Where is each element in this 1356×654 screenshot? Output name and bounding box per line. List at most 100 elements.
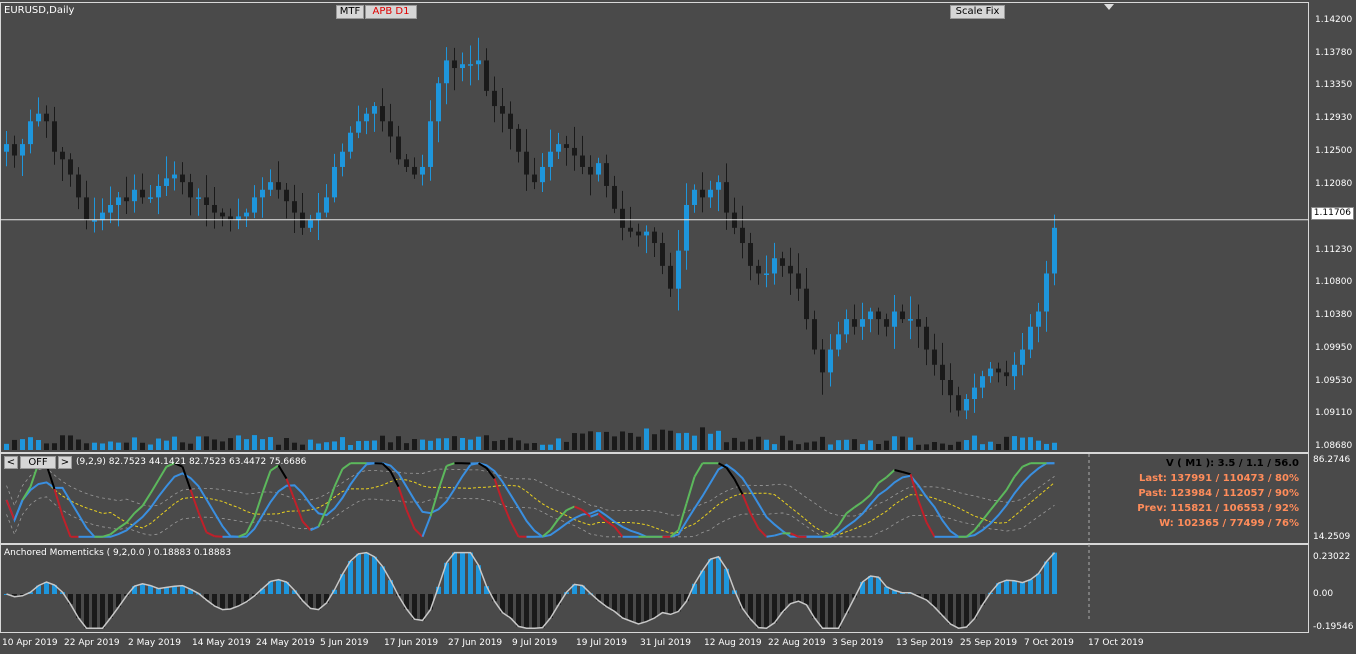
osc-band-lower xyxy=(6,496,1055,538)
candle-body xyxy=(108,204,113,213)
volume-bar xyxy=(724,442,729,450)
oscillator-pane[interactable] xyxy=(0,453,1309,544)
osc-fast-segment xyxy=(389,470,400,488)
momentick-bar xyxy=(916,594,921,597)
volume-bar xyxy=(964,440,969,450)
date-tick: 10 Apr 2019 xyxy=(2,638,58,648)
osc-fast-segment xyxy=(989,499,1000,511)
volume-bar xyxy=(1012,436,1017,450)
chart-shift-marker-icon[interactable] xyxy=(1104,4,1114,10)
volume-bar xyxy=(212,439,217,450)
stats-past-line: Past: 123984 / 112057 / 90% xyxy=(1138,488,1299,499)
candle-body xyxy=(740,227,745,244)
osc-fast-segment xyxy=(574,505,583,511)
momentick-bar xyxy=(852,594,857,598)
candle-body xyxy=(492,90,497,107)
momentick-bar xyxy=(220,594,225,610)
candle-body xyxy=(252,197,257,213)
candle-body xyxy=(668,265,673,289)
volume-bar xyxy=(396,436,401,450)
momentick-bar xyxy=(12,594,17,597)
momentick-bar xyxy=(764,594,769,629)
volume-bar xyxy=(572,433,577,450)
volume-bar xyxy=(996,443,1001,450)
candle-body xyxy=(60,151,65,160)
osc-fast-segment xyxy=(501,501,512,522)
osc-fast-segment xyxy=(61,515,72,538)
osc-fast-segment xyxy=(885,469,896,479)
momentick-bar xyxy=(716,556,721,594)
candle-body xyxy=(604,163,609,186)
candle-body xyxy=(468,64,473,66)
candle-body xyxy=(956,395,961,411)
date-tick: 14 May 2019 xyxy=(192,638,251,648)
candle-body xyxy=(340,151,345,167)
osc-next-button[interactable]: > xyxy=(58,456,72,469)
osc-off-button[interactable]: OFF xyxy=(20,456,56,469)
momentick-bar xyxy=(236,594,241,606)
apb-d1-button[interactable]: APB D1 xyxy=(365,5,417,19)
momentick-bar xyxy=(484,586,489,594)
candle-body xyxy=(940,364,945,380)
price-tick: 1.09950 xyxy=(1315,343,1353,353)
volume-bar xyxy=(812,441,817,450)
volume-bar xyxy=(412,438,417,450)
osc-prev-button[interactable]: < xyxy=(4,456,18,469)
volume-bar xyxy=(980,444,985,450)
candle-body xyxy=(356,121,361,133)
candle-body xyxy=(172,174,177,179)
volume-bar xyxy=(868,440,873,450)
candle-body xyxy=(636,231,641,236)
osc-fast-segment xyxy=(269,464,280,472)
candle-body xyxy=(324,197,329,213)
volume-bar xyxy=(388,442,393,450)
osc-fast-segment xyxy=(693,462,704,478)
osc-slow-line xyxy=(5,462,1055,538)
volume-bar xyxy=(220,441,225,450)
price-chart-pane[interactable] xyxy=(0,2,1309,453)
volume-bar xyxy=(740,441,745,450)
candle-body xyxy=(364,113,369,122)
volume-bar xyxy=(100,443,105,450)
osc-fast-segment xyxy=(285,478,296,501)
osc-fast-segment xyxy=(669,529,680,538)
osc-fast-segment xyxy=(877,476,888,484)
osc-fast-segment xyxy=(685,476,696,504)
osc-fast-segment xyxy=(733,478,744,495)
momentick-bar xyxy=(428,594,433,610)
candle-body xyxy=(988,368,993,377)
volume-bar xyxy=(636,436,641,450)
osc-fast-segment xyxy=(1005,476,1016,491)
volume-bar xyxy=(972,435,977,450)
scale-fix-button[interactable]: Scale Fix xyxy=(950,5,1005,19)
momentick-bar xyxy=(420,594,425,621)
volume-bar xyxy=(492,441,497,450)
volume-bar xyxy=(284,438,289,450)
momentick-bar xyxy=(964,594,969,627)
candle-body xyxy=(148,197,153,199)
volume-bar xyxy=(540,444,545,450)
date-tick: 25 Sep 2019 xyxy=(960,638,1018,648)
volume-bar xyxy=(988,441,993,450)
candle-body xyxy=(540,166,545,183)
candle-body xyxy=(556,144,561,152)
volume-bar xyxy=(12,439,17,450)
momentick-bar xyxy=(828,594,833,629)
candle-body xyxy=(428,121,433,167)
momenticks-pane[interactable] xyxy=(0,544,1309,633)
volume-bar xyxy=(796,444,801,450)
volume-bar xyxy=(788,440,793,450)
osc-fast-segment xyxy=(861,494,872,503)
momentick-bar xyxy=(724,568,729,594)
momentick-bar xyxy=(452,552,457,594)
volume-bar xyxy=(108,441,113,450)
momentick-bar xyxy=(628,594,633,621)
osc-fast-segment xyxy=(677,503,688,531)
volume-bar xyxy=(468,439,473,450)
momentick-bar xyxy=(1052,552,1057,594)
mtf-button[interactable]: MTF xyxy=(336,5,364,19)
candle-body xyxy=(116,197,121,205)
volume-bar xyxy=(356,440,361,450)
osc-fast-segment xyxy=(1013,466,1024,478)
momentick-bar xyxy=(276,579,281,594)
